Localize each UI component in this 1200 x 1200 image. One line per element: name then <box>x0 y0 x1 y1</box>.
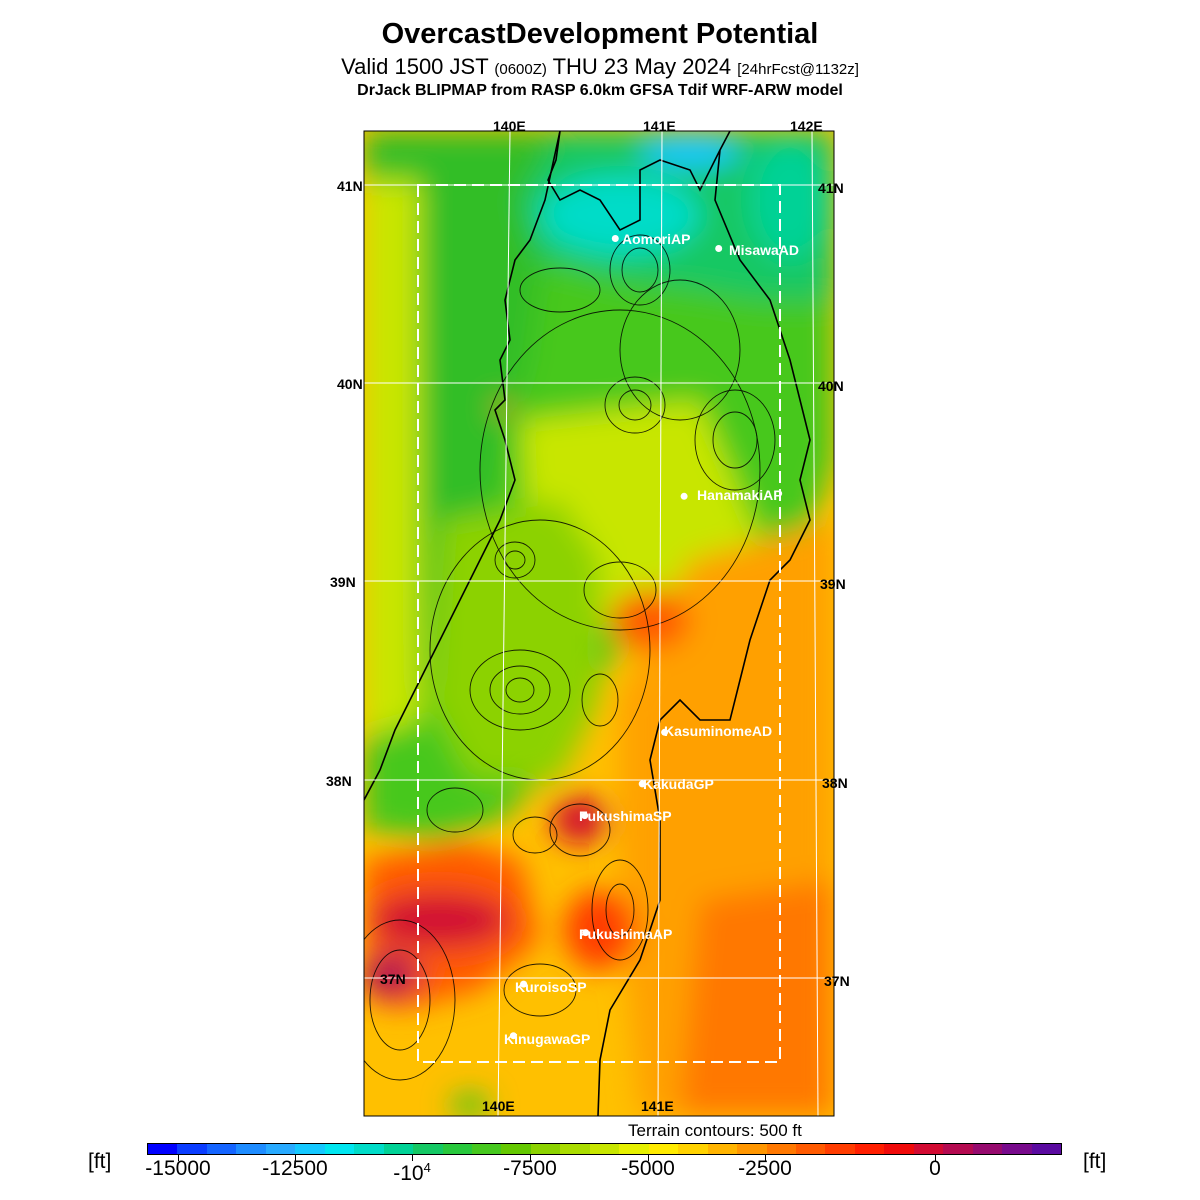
colorbar-swatch <box>471 1144 502 1154</box>
station-marker <box>520 980 528 988</box>
lat-label-left-39n: 39N <box>330 574 356 590</box>
station-marker <box>582 929 590 937</box>
valid-utc: (0600Z) <box>494 61 547 78</box>
station-label-hanamakiap: HanamakiAP <box>697 487 783 503</box>
colorbar-swatch <box>206 1144 237 1154</box>
valid-date: THU 23 May 2024 <box>546 54 738 79</box>
colorbar-swatch <box>648 1144 679 1154</box>
lat-label-right-37n: 37N <box>824 973 850 989</box>
colorbar-tick-label: -2500 <box>738 1157 792 1180</box>
colorbar-tick-label: -12500 <box>262 1157 328 1180</box>
colorbar-swatch <box>766 1144 796 1154</box>
colorbar-swatch <box>295 1144 325 1154</box>
colorbar-tick-label: -7500 <box>503 1157 557 1180</box>
colorbar-swatch <box>943 1144 973 1154</box>
map-title: OvercastDevelopment Potential <box>381 18 819 50</box>
forecast-info: [24hrFcst@1132z] <box>737 61 859 78</box>
colorbar-swatch <box>530 1144 561 1154</box>
lat-label-right-39n: 39N <box>820 576 846 592</box>
valid-time-line: Valid 1500 JST (0600Z) THU 23 May 2024 [… <box>0 54 1200 80</box>
colorbar-tick-exponent: 4 <box>423 1160 431 1175</box>
colorbar-swatch <box>737 1144 767 1154</box>
station-marker <box>680 492 688 500</box>
inner-domain-box <box>417 184 781 1063</box>
field-shading <box>364 131 834 1116</box>
lon-label-bottom-141e: 141E <box>641 1098 674 1114</box>
colorbar-swatch <box>442 1144 472 1154</box>
colorbar-swatch <box>884 1144 914 1154</box>
station-label-kakudagp: KakudaGP <box>643 776 714 792</box>
colorbar-swatch <box>825 1144 855 1154</box>
model-description: DrJack BLIPMAP from RASP 6.0km GFSA Tdif… <box>357 82 843 99</box>
station-label-kinugawagp: KinugawaGP <box>504 1031 591 1047</box>
lat-label-right-41n: 41N <box>818 180 844 196</box>
colorbar-swatch <box>265 1144 296 1154</box>
colorbar-swatch <box>972 1144 1003 1154</box>
lon-label-top-140e: 140E <box>493 118 526 134</box>
colorbar-swatch <box>707 1144 738 1154</box>
colorbar-swatch <box>1031 1144 1062 1154</box>
station-label-kuroisosp: KuroisoSP <box>515 979 587 995</box>
lat-label-left-40n: 40N <box>337 376 363 392</box>
colorbar <box>147 1143 1062 1155</box>
colorbar-swatch <box>501 1144 531 1154</box>
colorbar-swatch <box>177 1144 207 1154</box>
colorbar-swatch <box>148 1144 178 1154</box>
colorbar-tick-label: 0 <box>929 1157 941 1180</box>
colorbar-swatch <box>589 1144 620 1154</box>
colorbar-swatch <box>913 1144 944 1154</box>
station-label-fukushimaap: FukushimaAP <box>579 926 673 942</box>
station-label-aomoriap: AomoriAP <box>622 231 691 247</box>
colorbar-swatch <box>795 1144 826 1154</box>
graticule <box>364 131 834 1116</box>
colorbar-swatch <box>413 1144 443 1154</box>
colorbar-swatch <box>324 1144 355 1154</box>
colorbar-tick <box>765 1155 766 1161</box>
colorbar-tick-label: -104 <box>393 1160 431 1185</box>
station-label-fukushimasp: FukushimaSP <box>579 808 672 824</box>
colorbar-unit-right: [ft] <box>1083 1150 1107 1173</box>
station-marker <box>611 235 619 242</box>
station-dots <box>509 235 723 1040</box>
lon-label-top-141e: 141E <box>643 118 676 134</box>
colorbar-tick <box>530 1155 531 1161</box>
colorbar-swatch <box>1002 1144 1032 1154</box>
lat-label-left-41n: 41N <box>337 178 363 194</box>
colorbar-swatch <box>854 1144 885 1154</box>
lat-label-left-38n: 38N <box>326 773 352 789</box>
colorbar-tick <box>648 1155 649 1161</box>
colorbar-swatch <box>354 1144 384 1154</box>
colorbar-swatch <box>383 1144 414 1154</box>
colorbar-tick <box>295 1155 296 1161</box>
station-marker <box>581 812 589 820</box>
lon-label-bottom-140e: 140E <box>482 1098 515 1114</box>
station-label-kasuminomead: KasuminomeAD <box>664 723 773 739</box>
station-label-misawaad: MisawaAD <box>729 242 800 258</box>
colorbar-tick-label: -5000 <box>621 1157 675 1180</box>
station-marker <box>509 1032 517 1040</box>
colorbar-swatch <box>560 1144 590 1154</box>
station-marker <box>661 728 669 736</box>
colorbar-unit-left: [ft] <box>88 1150 112 1173</box>
colorbar-tick <box>412 1155 413 1161</box>
terrain-contour-note: Terrain contours: 500 ft <box>628 1121 802 1140</box>
station-marker <box>638 780 646 788</box>
station-marker <box>715 245 723 252</box>
colorbar-tick <box>178 1155 179 1161</box>
colorbar-tick <box>935 1155 936 1161</box>
colorbar-swatch <box>619 1144 649 1154</box>
lat-label-right-38n: 38N <box>822 775 848 791</box>
colorbar-swatch <box>236 1144 266 1154</box>
colorbar-swatch <box>678 1144 708 1154</box>
colorbar-tick-label: -15000 <box>145 1157 211 1180</box>
lat-label-left-37n: 37N <box>380 971 406 987</box>
valid-prefix: Valid 1500 JST <box>341 54 495 79</box>
lat-label-right-40n: 40N <box>818 378 844 394</box>
lon-label-top-142e: 142E <box>790 118 823 134</box>
